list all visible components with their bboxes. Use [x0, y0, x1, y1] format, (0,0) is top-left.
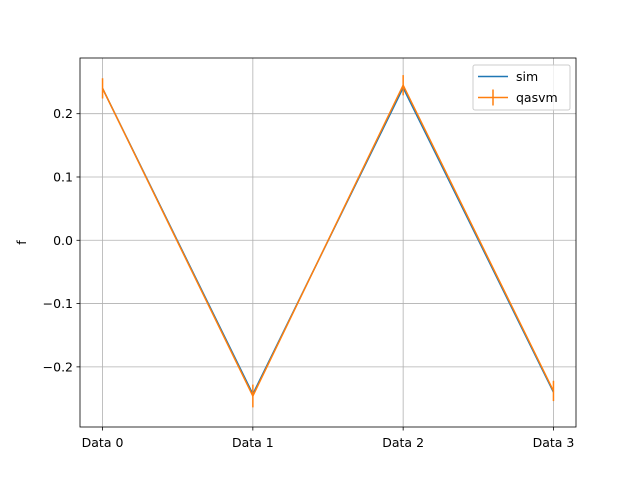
series-line-qasvm — [101, 83, 555, 398]
x-tick-label: Data 2 — [382, 435, 424, 450]
legend-label-qasvm: qasvm — [516, 90, 558, 105]
x-tick-label: Data 0 — [82, 435, 124, 450]
legend: sim qasvm — [472, 64, 571, 111]
y-tick-label: 0.0 — [53, 233, 73, 248]
y-tick-label: −0.1 — [43, 296, 73, 311]
x-tick-label: Data 3 — [533, 435, 575, 450]
legend-label-sim: sim — [516, 69, 538, 84]
plot-frame — [79, 57, 577, 428]
x-tick-label: Data 1 — [232, 435, 274, 450]
y-axis-label: f — [14, 240, 29, 245]
y-tick-label: 0.2 — [53, 106, 73, 121]
y-tick-label: −0.2 — [43, 359, 73, 374]
series-layer — [101, 75, 555, 408]
grid — [80, 58, 576, 427]
ticks: Data 0 Data 1 Data 2 Data 3 −0.2 −0.1 0.0 0.1 0.… — [43, 106, 575, 450]
y-tick-label: 0.1 — [53, 169, 73, 184]
